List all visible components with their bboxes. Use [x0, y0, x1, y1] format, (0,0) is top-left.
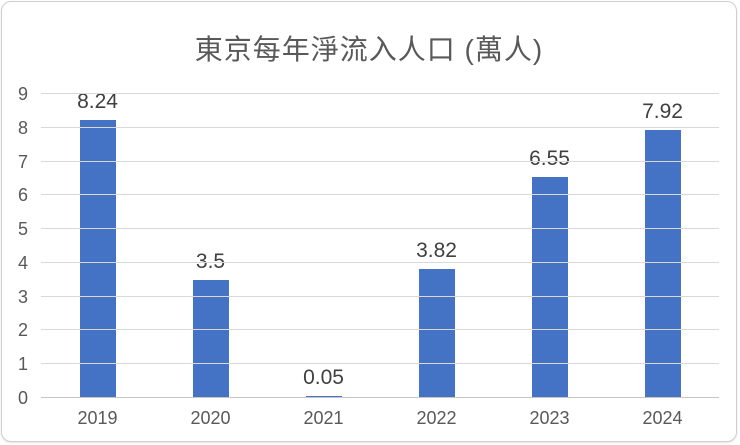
bar-2020 [192, 279, 229, 398]
y-tick-label-1: 1 [17, 354, 28, 375]
x-tick-label-2019: 2019 [77, 408, 118, 428]
x-tick-label-2020: 2020 [190, 408, 231, 428]
gridline-4 [41, 261, 719, 263]
chart-title: 東京每年淨流入人口 (萬人) [194, 34, 544, 65]
y-tick-label-8: 8 [17, 117, 28, 138]
x-axis-labels: 2019 2020 2021 2022 2023 2024 [41, 409, 719, 427]
y-tick-label-5: 5 [17, 219, 28, 240]
gridline-7 [41, 160, 719, 162]
gridline-1 [41, 363, 719, 365]
x-tick-label-2024: 2024 [642, 408, 683, 428]
data-label-2022: 3.82 [416, 238, 457, 262]
x-tick-label-2022: 2022 [416, 408, 457, 428]
data-label-2019: 8.24 [77, 89, 118, 113]
bar-column-2021: 0.05 [267, 94, 380, 398]
y-tick-label-0: 0 [17, 388, 28, 408]
x-tick-label-2023: 2023 [529, 408, 570, 428]
x-axis-line [41, 397, 719, 398]
gridline-8 [41, 126, 719, 128]
bar-column-2023: 6.55 [493, 94, 606, 398]
bar-column-2020: 3.5 [154, 94, 267, 398]
plot-area: 8.24 3.5 0.05 3.82 6.55 7.92 2019 2020 2021 2022… [18, 85, 719, 427]
gridline-3 [41, 295, 719, 297]
y-tick-label-4: 4 [17, 252, 28, 273]
gridline-6 [41, 194, 719, 196]
bar-2022 [418, 268, 455, 398]
gridline-5 [41, 228, 719, 230]
data-label-2023: 6.55 [529, 146, 570, 170]
bar-2023 [531, 176, 568, 398]
bar-2019 [79, 119, 116, 398]
bar-column-2024: 7.92 [606, 94, 719, 398]
y-tick-label-6: 6 [17, 185, 28, 206]
gridline-9 [41, 93, 719, 94]
gridline-2 [41, 329, 719, 331]
bar-2024 [644, 130, 681, 398]
bar-column-2022: 3.82 [380, 94, 493, 398]
y-tick-label-7: 7 [17, 151, 28, 172]
data-label-2020: 3.5 [195, 249, 226, 273]
bar-column-2019: 8.24 [41, 89, 154, 398]
y-tick-label-9: 9 [17, 84, 28, 104]
y-tick-label-3: 3 [17, 286, 28, 307]
x-tick-label-2021: 2021 [303, 408, 344, 428]
data-label-2021: 0.05 [303, 366, 344, 390]
data-label-2024: 7.92 [642, 100, 683, 124]
bars-row: 8.24 3.5 0.05 3.82 6.55 7.92 [41, 89, 719, 398]
y-tick-label-2: 2 [17, 320, 28, 341]
